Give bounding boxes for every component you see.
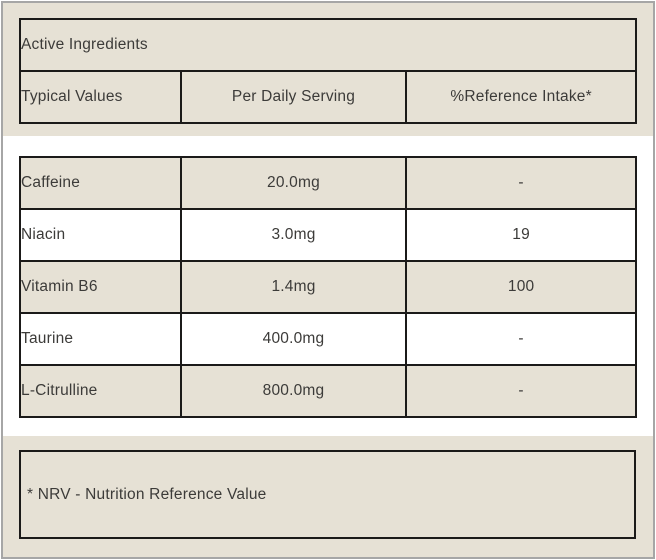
ingredient-name-cell: Vitamin B6 (19, 260, 182, 314)
ingredient-name-cell: L-Citrulline (19, 364, 182, 418)
spacer (3, 136, 653, 156)
ingredient-name-cell: Caffeine (19, 156, 182, 210)
table-row: Caffeine 20.0mg - (19, 156, 637, 210)
reference-intake-cell: - (405, 364, 637, 418)
table-row: Taurine 400.0mg - (19, 312, 637, 366)
reference-intake-cell: - (405, 156, 637, 210)
ingredients-table-section: Caffeine 20.0mg - Niacin 3.0mg 19 Vitami… (3, 156, 653, 418)
reference-intake-cell: 100 (405, 260, 637, 314)
per-daily-serving-cell: 3.0mg (179, 208, 408, 262)
table-title-row: Active Ingredients (19, 18, 637, 72)
table-row: Vitamin B6 1.4mg 100 (19, 260, 637, 314)
per-daily-serving-cell: 400.0mg (179, 312, 408, 366)
table-row: Niacin 3.0mg 19 (19, 208, 637, 262)
table-row: L-Citrulline 800.0mg - (19, 364, 637, 418)
footnote-panel: * NRV - Nutrition Reference Value (3, 436, 653, 557)
active-ingredients-header-table: Active Ingredients Typical Values Per Da… (19, 18, 637, 124)
per-daily-serving-cell: 1.4mg (179, 260, 408, 314)
reference-intake-cell: - (405, 312, 637, 366)
nrv-footnote-text: * NRV - Nutrition Reference Value (27, 485, 267, 503)
column-header-row: Typical Values Per Daily Serving %Refere… (19, 70, 637, 124)
column-header-reference-intake: %Reference Intake* (405, 70, 637, 124)
table-title: Active Ingredients (19, 18, 637, 72)
per-daily-serving-cell: 20.0mg (179, 156, 408, 210)
per-daily-serving-cell: 800.0mg (179, 364, 408, 418)
nrv-footnote-box: * NRV - Nutrition Reference Value (19, 450, 636, 539)
column-header-per-daily-serving: Per Daily Serving (179, 70, 408, 124)
spacer (3, 418, 653, 436)
ingredients-table: Caffeine 20.0mg - Niacin 3.0mg 19 Vitami… (19, 156, 637, 418)
ingredient-name-cell: Taurine (19, 312, 182, 366)
reference-intake-cell: 19 (405, 208, 637, 262)
ingredient-name-cell: Niacin (19, 208, 182, 262)
column-header-typical-values: Typical Values (19, 70, 182, 124)
active-ingredients-header-panel: Active Ingredients Typical Values Per Da… (3, 3, 653, 136)
